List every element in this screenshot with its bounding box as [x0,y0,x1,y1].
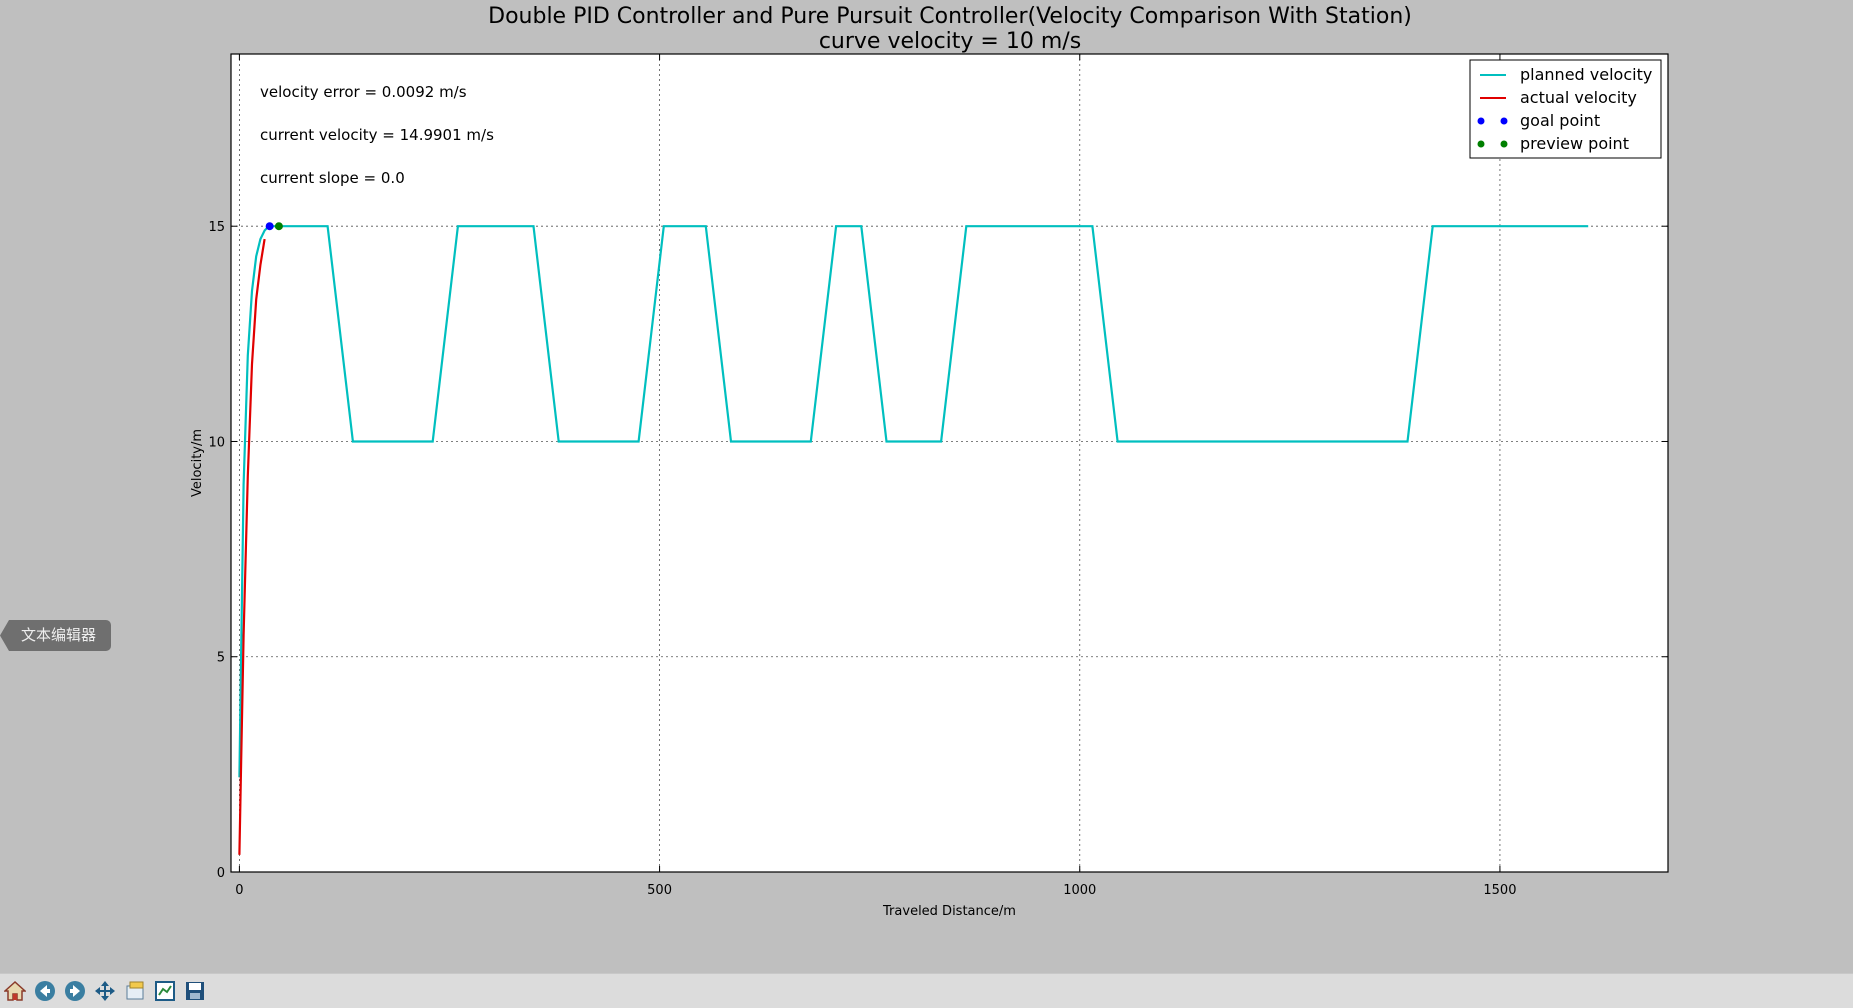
text-editor-tab[interactable]: 文本编辑器 [0,620,111,651]
x-tick-label: 1000 [1063,883,1096,898]
text-editor-tab-label: 文本编辑器 [21,626,97,644]
forward-icon[interactable] [63,979,87,1003]
axes-frame [230,53,1669,873]
x-axis-label: Traveled Distance/m [882,904,1016,919]
chart-subtitle: curve velocity = 10 m/s [818,29,1082,54]
navigation-toolbar [0,973,1853,1008]
actual-velocity-line [238,238,266,855]
y-tick-label: 10 [208,435,225,450]
goal-point-marker [265,222,274,231]
legend-label: goal point [1520,111,1600,130]
y-axis-label: Velocity/m [190,429,205,497]
zoom-icon[interactable] [123,979,147,1003]
figure-canvas: Double PID Controller and Pure Pursuit C… [0,0,1853,973]
save-icon[interactable] [183,979,207,1003]
legend-marker-swatch [1500,117,1508,125]
home-icon[interactable] [3,979,27,1003]
annotation-text: current velocity = 14.9901 m/s [260,126,494,144]
axes-background [231,54,1668,872]
legend-marker-swatch [1477,117,1485,125]
legend-label: preview point [1520,134,1629,153]
back-icon[interactable] [33,979,57,1003]
annotation-text: velocity error = 0.0092 m/s [260,83,467,101]
y-tick-label: 15 [208,220,225,235]
pan-icon[interactable] [93,979,117,1003]
legend-label: planned velocity [1520,65,1652,84]
subplots-icon[interactable] [153,979,177,1003]
annotation-text: current slope = 0.0 [260,169,405,187]
y-tick-label: 0 [217,866,225,881]
plot-area[interactable]: 0 500 1000 1500 0 5 10 15 Traveled Distance/m Vel… [0,0,1853,973]
chart-title: Double PID Controller and Pure Pursuit C… [488,4,1412,29]
legend-marker-swatch [1500,140,1508,148]
x-tick-label: 500 [647,883,672,898]
legend-label: actual velocity [1520,88,1637,107]
legend-marker-swatch [1477,140,1485,148]
x-tick-label: 0 [235,883,243,898]
x-tick-label: 1500 [1483,883,1516,898]
planned-velocity-line [238,225,1589,778]
y-tick-label: 5 [217,651,225,666]
preview-point-marker [274,222,283,231]
